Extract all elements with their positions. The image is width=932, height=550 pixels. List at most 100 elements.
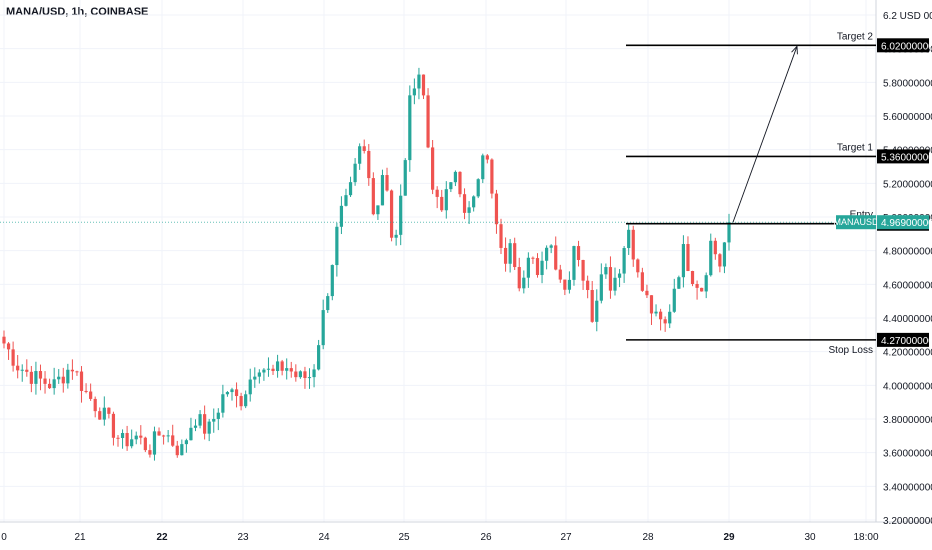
candle-down: [385, 175, 389, 191]
candle-down: [25, 369, 29, 372]
candle-up: [134, 435, 138, 440]
candle-down: [116, 437, 120, 439]
candle-down: [79, 371, 84, 391]
candle-down: [426, 95, 430, 148]
candle-down: [435, 189, 439, 197]
candle-up: [353, 163, 357, 183]
candle-down: [649, 295, 654, 314]
candle-up: [399, 195, 403, 235]
time-axis-label: 21: [74, 532, 86, 543]
candle-down: [389, 190, 394, 238]
candle-down: [631, 229, 635, 260]
candle-up: [522, 277, 526, 289]
candle-up: [120, 432, 125, 439]
candle-down: [503, 247, 508, 264]
candle-up: [508, 243, 512, 264]
candle-down: [640, 272, 644, 291]
candle-down: [75, 371, 79, 373]
price-tag-target-2: 6.02000000: [877, 38, 932, 53]
candle-up: [66, 369, 70, 384]
candle-down: [234, 389, 239, 397]
candle-down: [84, 390, 88, 392]
candle-up: [317, 345, 321, 370]
arrowhead-icon: [791, 45, 798, 55]
candle-down: [700, 287, 704, 292]
price-tag-bg: [877, 149, 929, 164]
candle-down: [535, 258, 540, 276]
candle-up: [189, 427, 193, 441]
candle-down: [558, 269, 562, 280]
candle-up: [166, 435, 170, 437]
candle-up: [599, 274, 603, 301]
candle-down: [16, 365, 20, 371]
candle-up: [604, 267, 608, 275]
candle-up: [380, 175, 385, 206]
candle-up: [376, 205, 380, 215]
candle-up: [403, 160, 407, 196]
candle-up: [20, 369, 24, 371]
candle-up: [130, 439, 134, 447]
candle-down: [2, 336, 6, 344]
candle-up: [244, 394, 248, 407]
candle-down: [289, 368, 293, 372]
candle-up: [275, 361, 280, 372]
candle-up: [248, 379, 252, 395]
candle-down: [98, 411, 102, 420]
price-axis-label: 4.00000000: [883, 381, 932, 392]
candle-up: [481, 155, 485, 180]
candle-up: [152, 431, 157, 455]
symbol-tag-text: MANAUSD: [833, 217, 879, 227]
candle-up: [722, 242, 727, 267]
candle-up: [444, 189, 448, 211]
candle-down: [663, 319, 667, 324]
candle-up: [572, 246, 576, 280]
current-price-tag: MANAUSD 4.96900000: [833, 215, 932, 230]
candle-up: [545, 247, 549, 261]
candle-down: [718, 254, 722, 267]
candle-down: [171, 435, 175, 446]
candle-down: [686, 244, 690, 272]
price-tag-value: 6.02000000: [881, 41, 932, 52]
candle-up: [307, 377, 312, 379]
candle-up: [207, 421, 211, 434]
time-axis-label: 29: [723, 532, 735, 543]
time-axis-label: 24: [318, 532, 330, 543]
candle-down: [294, 371, 298, 378]
candle-down: [462, 194, 467, 213]
candle-down: [61, 376, 65, 384]
candle-up: [613, 277, 617, 291]
candle-down: [563, 279, 567, 290]
price-tag-target-1: 5.36000000: [877, 149, 932, 164]
candle-up: [672, 288, 676, 312]
candle-up: [677, 277, 681, 289]
price-axis-label: 3.60000000: [883, 449, 932, 460]
level-label-target-2: Target 2: [837, 31, 874, 42]
candle-down: [645, 290, 649, 296]
price-axis-label: 5.20000000: [883, 179, 932, 190]
candle-up: [344, 195, 348, 206]
candle-up: [627, 229, 631, 249]
price-axis-label: 4.60000000: [883, 280, 932, 291]
candle-down: [271, 368, 275, 372]
candle-up: [285, 368, 289, 371]
price-axis-label: 5.60000000: [883, 112, 932, 123]
projection-arrow: [732, 46, 798, 223]
candle-up: [540, 260, 544, 276]
candle-up: [184, 440, 188, 445]
candle-down: [11, 349, 15, 366]
time-axis-label: 30: [804, 532, 816, 543]
symbol-tag-bg: [836, 215, 876, 230]
candle-up: [467, 207, 471, 213]
candle-up: [212, 418, 216, 422]
candle-down: [490, 159, 494, 194]
time-axis-label: 22: [156, 532, 168, 543]
candle-up: [476, 179, 480, 197]
candle-down: [499, 224, 503, 248]
candle-down: [695, 284, 699, 288]
candle-down: [111, 413, 116, 438]
candle-down: [581, 259, 585, 281]
candle-up: [622, 248, 626, 274]
candle-up: [709, 240, 713, 276]
candle-up: [326, 296, 330, 311]
